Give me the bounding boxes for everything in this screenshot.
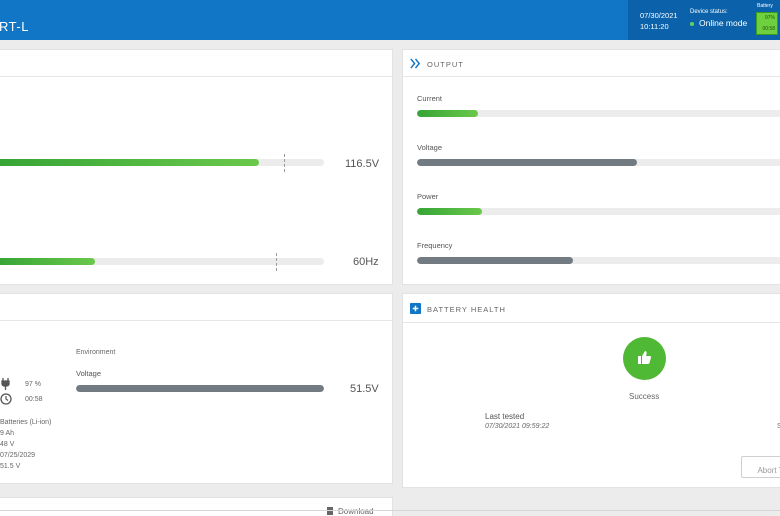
output-frequency-label: Frequency	[417, 241, 453, 250]
thumbs-up-icon	[638, 351, 651, 364]
download-link[interactable]: Download	[338, 507, 374, 516]
input-card: 116.5V 60Hz	[0, 49, 393, 285]
battery-voltage-label: Voltage	[76, 369, 102, 378]
plug-icon	[1, 378, 10, 390]
output-current-label: Current	[417, 94, 443, 103]
download-icon[interactable]	[327, 507, 333, 515]
battery-voltage-bar	[76, 385, 324, 392]
input-card-header	[0, 50, 392, 77]
battery-replace-date: 07/25/2029	[0, 452, 36, 459]
battery-charge: 97%	[764, 15, 775, 21]
battery-capacity: 9 Ah	[0, 430, 15, 437]
output-frequency-fill	[417, 257, 573, 264]
health-side-marker: S	[777, 423, 780, 430]
bottom-card: Download	[0, 497, 393, 516]
header-time: 10:11:20	[640, 22, 669, 31]
health-result: Success	[629, 392, 660, 401]
header-date: 07/30/2021	[640, 11, 678, 20]
input-voltage-marker	[284, 154, 285, 172]
header-info-panel	[628, 0, 780, 40]
battery-voltage-text: 51.5 V	[0, 463, 21, 470]
output-power-label: Power	[417, 192, 439, 201]
battery-type: Batteries (Li-ion)	[0, 419, 52, 426]
input-frequency-marker	[276, 253, 277, 271]
output-card-header: OUTPUT	[403, 50, 780, 77]
output-title: OUTPUT	[427, 60, 464, 69]
device-title: RT-L	[0, 19, 29, 34]
battery-runtime-text: 00:58	[25, 396, 43, 403]
output-current-bar	[417, 110, 780, 117]
battery-voltage-value: 51.5V	[350, 383, 379, 395]
abort-test-button[interactable]: Abort T	[741, 456, 780, 478]
output-power-bar	[417, 208, 780, 215]
battery-health-title: BATTERY HEALTH	[427, 305, 506, 314]
battery-icon[interactable]: 97% 00:58	[756, 12, 778, 35]
battery-runtime: 00:58	[762, 26, 775, 32]
chevron-right-icon	[410, 58, 421, 69]
output-voltage-label: Voltage	[417, 143, 443, 152]
app-header: RT-L 07/30/2021 10:11:20 Device status: …	[0, 0, 780, 40]
device-status-label: Device status:	[690, 9, 728, 15]
battery-voltage-fill	[76, 385, 324, 392]
battery-card-header	[0, 294, 392, 321]
output-voltage-fill	[417, 159, 638, 166]
page-footer-divider	[0, 510, 780, 511]
input-voltage-bar	[0, 159, 324, 166]
success-badge	[623, 337, 666, 380]
online-dot-icon	[690, 21, 694, 26]
battery-health-card: BATTERY HEALTH	[402, 293, 780, 488]
battery-nominal-voltage: 48 V	[0, 441, 15, 448]
input-voltage-value: 116.5V	[345, 158, 380, 170]
battery-card: 97 % 00:58 Batteries (Li-ion) 9 Ah 48 V …	[0, 293, 393, 484]
output-card: OUTPUT Current Voltage Power Frequency	[402, 49, 780, 285]
battery-label: Battery	[757, 3, 773, 9]
device-status: Online mode	[690, 18, 747, 28]
output-current-fill	[417, 110, 478, 117]
environment-label: Environment	[76, 349, 116, 356]
plus-box-icon	[410, 303, 421, 314]
last-tested-label: Last tested	[485, 412, 525, 421]
input-frequency-value: 60Hz	[353, 256, 379, 268]
input-frequency-bar	[0, 258, 324, 265]
output-power-fill	[417, 208, 482, 215]
output-voltage-bar	[417, 159, 780, 166]
battery-health-header: BATTERY HEALTH	[403, 294, 780, 323]
output-frequency-bar	[417, 257, 780, 264]
header-datetime: 07/30/2021 10:11:20	[640, 10, 678, 32]
device-status-text: Online mode	[699, 18, 748, 28]
clock-icon	[0, 393, 12, 405]
input-voltage-fill	[0, 159, 259, 166]
battery-charge-text: 97 %	[25, 381, 41, 388]
input-frequency-fill	[0, 258, 96, 265]
last-tested-value: 07/30/2021 09:59:22	[485, 423, 550, 430]
